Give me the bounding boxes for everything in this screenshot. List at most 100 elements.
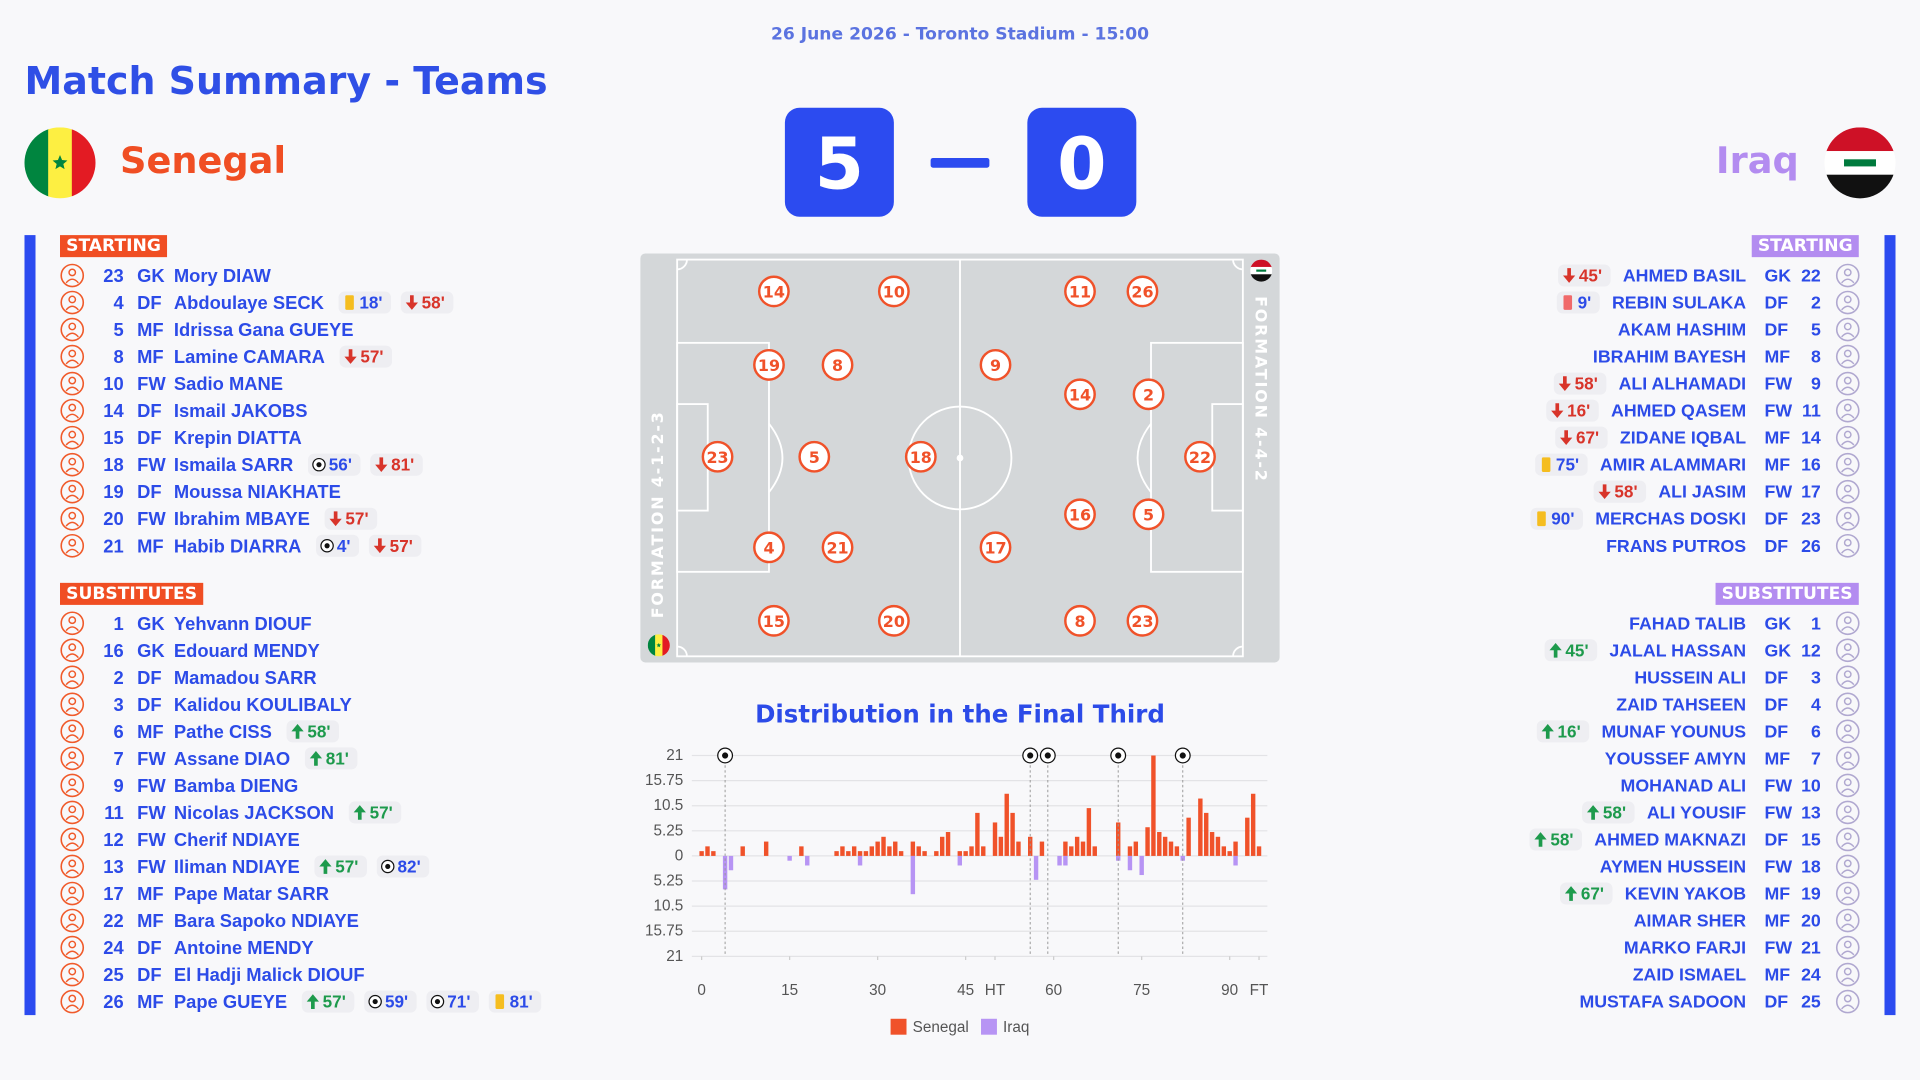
player-number: 16	[1801, 455, 1821, 475]
player-position: DF	[137, 964, 161, 985]
player-icon-head	[1843, 724, 1852, 733]
player-number: 7	[113, 748, 123, 769]
player-name: El Hadji Malick DIOUF	[174, 964, 365, 985]
player-icon-body	[65, 869, 79, 875]
player-icon-head	[68, 670, 77, 679]
player-icon-head	[68, 376, 77, 385]
player-number: 22	[103, 910, 123, 931]
player-position: MF	[137, 346, 164, 367]
player-icon	[60, 506, 85, 531]
pitch-player-number: 14	[763, 283, 785, 302]
player-name: Edouard MENDY	[174, 640, 320, 661]
event-badge	[1560, 882, 1613, 905]
event-label: 58'	[1614, 482, 1637, 502]
player-icon-body	[1841, 707, 1855, 713]
player-name: JALAL HASSAN	[1609, 640, 1746, 660]
goal-icon	[320, 539, 334, 553]
player-icon-head	[68, 994, 77, 1003]
match-info: 26 June 2026 - Toronto Stadium - 15:00	[771, 24, 1149, 44]
event-badge	[348, 801, 402, 824]
player-number: 15	[1801, 829, 1821, 849]
player-icon-body	[1841, 521, 1855, 527]
player-icon	[1835, 719, 1860, 744]
player-icon	[1835, 317, 1860, 342]
player-name: AHMED MAKNAZI	[1594, 829, 1746, 849]
player-number: 6	[1811, 721, 1821, 741]
player-icon-body	[65, 305, 79, 311]
player-icon-head	[68, 751, 77, 760]
player-icon	[1835, 800, 1860, 825]
player-icon	[1835, 908, 1860, 933]
bar	[992, 822, 998, 856]
y-tick-label: 21	[666, 747, 683, 764]
player-number: 20	[1801, 911, 1821, 931]
player-position: MF	[1764, 911, 1790, 931]
x-tick-label: 75	[1133, 982, 1150, 999]
pitch-player-number: 4	[763, 538, 774, 557]
player-name: YOUSSEF AMYN	[1605, 748, 1746, 768]
player-number: 7	[1811, 748, 1821, 768]
pitch	[640, 253, 1280, 663]
pitch-player	[979, 348, 1012, 381]
player-position: FW	[137, 829, 166, 850]
pitch-player	[753, 348, 785, 381]
legend-swatch	[981, 1018, 997, 1035]
player-name: FAHAD TALIB	[1629, 613, 1746, 633]
player-name: Nicolas JACKSON	[174, 802, 334, 823]
player-name: MUNAF YOUNUS	[1601, 721, 1746, 741]
player-position: DF	[137, 292, 161, 313]
player-name: Cherif NDIAYE	[174, 829, 300, 850]
pitch-player	[757, 604, 790, 637]
pitch-player	[904, 440, 937, 473]
player-icon-head	[68, 616, 77, 625]
ball-patch	[434, 999, 441, 1005]
sub-off-icon	[405, 295, 418, 310]
player-icon-head	[68, 511, 77, 520]
player-position: MF	[137, 535, 164, 556]
player-number: 9	[1811, 374, 1821, 394]
player-number: 12	[1801, 640, 1821, 660]
player-number: 3	[113, 694, 123, 715]
legend-swatch	[890, 1018, 907, 1035]
event-label: 57'	[390, 536, 413, 556]
player-icon-body	[1841, 305, 1855, 311]
player-number: 19	[1801, 884, 1821, 904]
score-box	[784, 107, 894, 217]
player-position: MF	[137, 910, 164, 931]
bar	[1227, 851, 1232, 856]
bar	[1028, 836, 1033, 856]
player-position: MF	[137, 991, 164, 1012]
bar	[740, 846, 745, 856]
player-icon	[60, 719, 85, 744]
player-icon-head	[1843, 670, 1852, 679]
player-icon-body	[65, 788, 79, 794]
player-position: DF	[1764, 293, 1788, 313]
player-icon-head	[1843, 403, 1852, 412]
player-icon-body	[1841, 761, 1855, 767]
player-name: Assane DIAO	[174, 748, 290, 769]
player-icon	[1835, 344, 1860, 369]
event-label: 4'	[337, 536, 351, 556]
player-name: Ismaila SARR	[174, 454, 293, 475]
goal-icon	[368, 994, 382, 1009]
player-position: DF	[1764, 992, 1788, 1012]
pitch-player-number: 14	[1069, 385, 1091, 404]
player-icon-head	[1843, 805, 1852, 814]
player-number: 25	[103, 964, 123, 985]
bar	[945, 832, 951, 856]
event-badge	[324, 507, 378, 530]
pitch-player-number: 5	[809, 448, 820, 467]
bar	[857, 855, 863, 866]
player-icon-head	[1843, 967, 1852, 976]
player-icon-body	[1841, 332, 1855, 338]
y-tick-label: 0	[675, 847, 684, 864]
goal-marker	[1022, 747, 1039, 764]
player-icon	[1835, 506, 1860, 531]
player-name: AIMAR SHER	[1634, 911, 1747, 931]
player-name: Pape Matar SARR	[174, 883, 329, 904]
bar	[1139, 855, 1144, 876]
x-tick-label: 15	[781, 982, 798, 999]
pitch-player	[877, 604, 910, 637]
player-icon-head	[68, 484, 77, 493]
player-name: Abdoulaye SECK	[174, 292, 325, 313]
